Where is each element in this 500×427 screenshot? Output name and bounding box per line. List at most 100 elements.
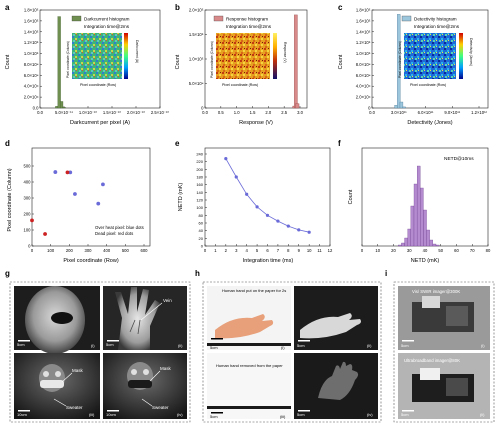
- y-tick-label: 2.0×10⁵: [189, 8, 204, 13]
- netd-point: [276, 219, 280, 223]
- netd-point: [245, 192, 249, 196]
- histogram-bar: [62, 107, 66, 109]
- x-ticks-f: 0 10 20 30 40 50 60 70 80: [361, 244, 491, 253]
- histogram-bar: [423, 209, 427, 247]
- scale-label-g4: 10cm: [106, 412, 116, 417]
- y-tick-label: 160: [196, 182, 203, 187]
- hand-silhouette: [115, 287, 160, 350]
- bars-b: [292, 14, 300, 109]
- y-ticks-e: 0 20 40 60 80 100 120 140 160 180 200 220 240: [196, 152, 207, 249]
- x-tick-label: 3: [235, 248, 238, 253]
- scale-label-g1: 5cm: [17, 342, 25, 347]
- scale-bar-h1: [211, 338, 223, 340]
- y-tick-label: 0: [201, 106, 204, 111]
- y-tick-label: 1.6×10⁵: [24, 18, 39, 23]
- panel-frame-h: [202, 281, 382, 423]
- x-ticks-b: 0.0 0.5 1.0 1.5 2.0 2.5 3.0: [202, 106, 304, 115]
- x-tick-label: 1.0×10⁻¹⁰: [79, 110, 98, 115]
- arrow-mask-2: [149, 370, 161, 382]
- y-tick-label: 100: [24, 228, 32, 233]
- legend-swatch-a: [71, 15, 82, 22]
- arrow-sweater-1: [53, 398, 67, 407]
- eye-left-2: [131, 369, 137, 375]
- y-tick-label: 1.2×10⁵: [24, 40, 39, 45]
- axes-frame-c: [371, 9, 489, 109]
- scatter-point: [53, 170, 58, 174]
- x-ticks-e: 0 1 2 3 4 5 6 7 8 9 10 11 12: [204, 244, 333, 253]
- colorbar-a: [124, 33, 128, 79]
- y-tick-label: 1.4×10⁵: [356, 29, 371, 34]
- y-tick-label: 1.8×10⁵: [356, 8, 371, 13]
- scatter-point: [101, 182, 105, 187]
- y-tick-label: 1.0×10⁵: [24, 51, 39, 56]
- colorbar-c: [459, 33, 463, 79]
- x-tick-label: 300: [85, 248, 93, 253]
- x-tick-label: 6: [266, 248, 269, 253]
- inset-ylabel-c: Pixel coordinate (Column): [398, 41, 402, 78]
- ylabel-e: NETD (mK): [178, 183, 184, 212]
- ylabel-b: Count: [175, 54, 181, 69]
- x-tick-label: 7: [277, 248, 280, 253]
- histogram-bar: [420, 187, 424, 247]
- x-tick-label: 50: [438, 248, 443, 253]
- y-tick-label: 8.0×10⁴: [24, 62, 39, 67]
- object-bright-i1: [422, 296, 440, 308]
- eye-left-1: [43, 371, 49, 377]
- paper-edge-h1: [207, 343, 291, 346]
- panel-label-h: h: [195, 269, 200, 278]
- x-tick-label: 2.0: [265, 110, 271, 115]
- y-tick-label: 140: [196, 190, 203, 195]
- y-tick-label: 0: [28, 244, 31, 249]
- ylabel-d: Pixel coordinate (Column): [7, 168, 13, 231]
- x-tick-label: 5.0×10⁻¹¹: [55, 110, 74, 115]
- note-c: Integration time@2ms: [414, 24, 460, 29]
- scale-bar-i1: [402, 340, 414, 342]
- scale-bar-i2: [402, 410, 414, 412]
- x-tick-label: 30: [407, 248, 412, 253]
- panel-label-f: f: [338, 139, 341, 148]
- histogram-bar: [429, 239, 433, 247]
- scatter-point: [43, 232, 47, 236]
- hand-photo: [215, 314, 274, 339]
- panel-f: f 0 10 20 30 40 50 60 70 80 NETD@10ms Count NETD…: [338, 139, 491, 264]
- panel-a: a 0.0 2.0×10⁴ 4.0×10⁴ 6.0×10⁴ 8.0×10⁴ 1.0×10⁵…: [5, 3, 169, 126]
- x-tick-label: 12: [328, 248, 333, 253]
- y-tick-label: 500: [24, 164, 32, 169]
- scatter-point: [30, 218, 34, 223]
- heatmap-inset-c: [404, 33, 456, 79]
- panel-label-b: b: [175, 3, 180, 12]
- x-ticks-a: 0.0 5.0×10⁻¹¹ 1.0×10⁻¹⁰ 1.5×10⁻¹⁰ 2.0×10⁻¹⁰ 2…: [37, 106, 169, 115]
- scatter-point: [68, 170, 73, 175]
- label-mask-1: Mask: [72, 368, 84, 373]
- y-tick-label: 6.0×10⁴: [24, 73, 39, 78]
- scatter-points-d: [30, 170, 105, 236]
- xlabel-e: Integration time (ms): [243, 258, 294, 264]
- xlabel-d: Pixel coordinate (Row): [63, 258, 118, 264]
- panel-d: d 0 100 200 300 400 500 0 100 200 300 400 500 600 O…: [5, 139, 151, 264]
- inset-cbar-label-b: Response (V): [283, 42, 287, 63]
- panel-label-a: a: [5, 3, 10, 12]
- colorbar-b: [273, 33, 277, 79]
- ylabel-f: Count: [348, 189, 354, 204]
- sublabel-g2: (ii): [178, 343, 183, 348]
- paper-edge-h3: [207, 406, 291, 409]
- axes-frame-a: [39, 9, 161, 109]
- y-tick-label: 1.5×10⁵: [189, 32, 204, 37]
- sublabel-g1: (i): [91, 343, 95, 348]
- y-tick-label: 1.2×10⁵: [356, 40, 371, 45]
- xlabel-b: Response (V): [239, 120, 273, 126]
- inset-ylabel-a: Pixel coordinate (Column): [66, 41, 70, 78]
- ylabel-a: Count: [5, 54, 11, 69]
- x-tick-label: 2: [225, 248, 228, 253]
- scale-label-g2: 5cm: [106, 342, 114, 347]
- netd-point: [255, 205, 259, 209]
- histogram-bar: [401, 242, 405, 247]
- x-tick-label: 400: [103, 248, 111, 253]
- x-tick-label: 200: [66, 248, 74, 253]
- y-tick-label: 400: [24, 180, 32, 185]
- y-ticks-c: 0 2.0×10⁴ 4.0×10⁴ 6.0×10⁴ 8.0×10⁴ 1.0×10⁵ 1.2×…: [356, 8, 374, 111]
- eye-right-2: [143, 369, 149, 375]
- histogram-bar: [399, 101, 404, 109]
- note-a: Integration time@2ms: [84, 24, 130, 29]
